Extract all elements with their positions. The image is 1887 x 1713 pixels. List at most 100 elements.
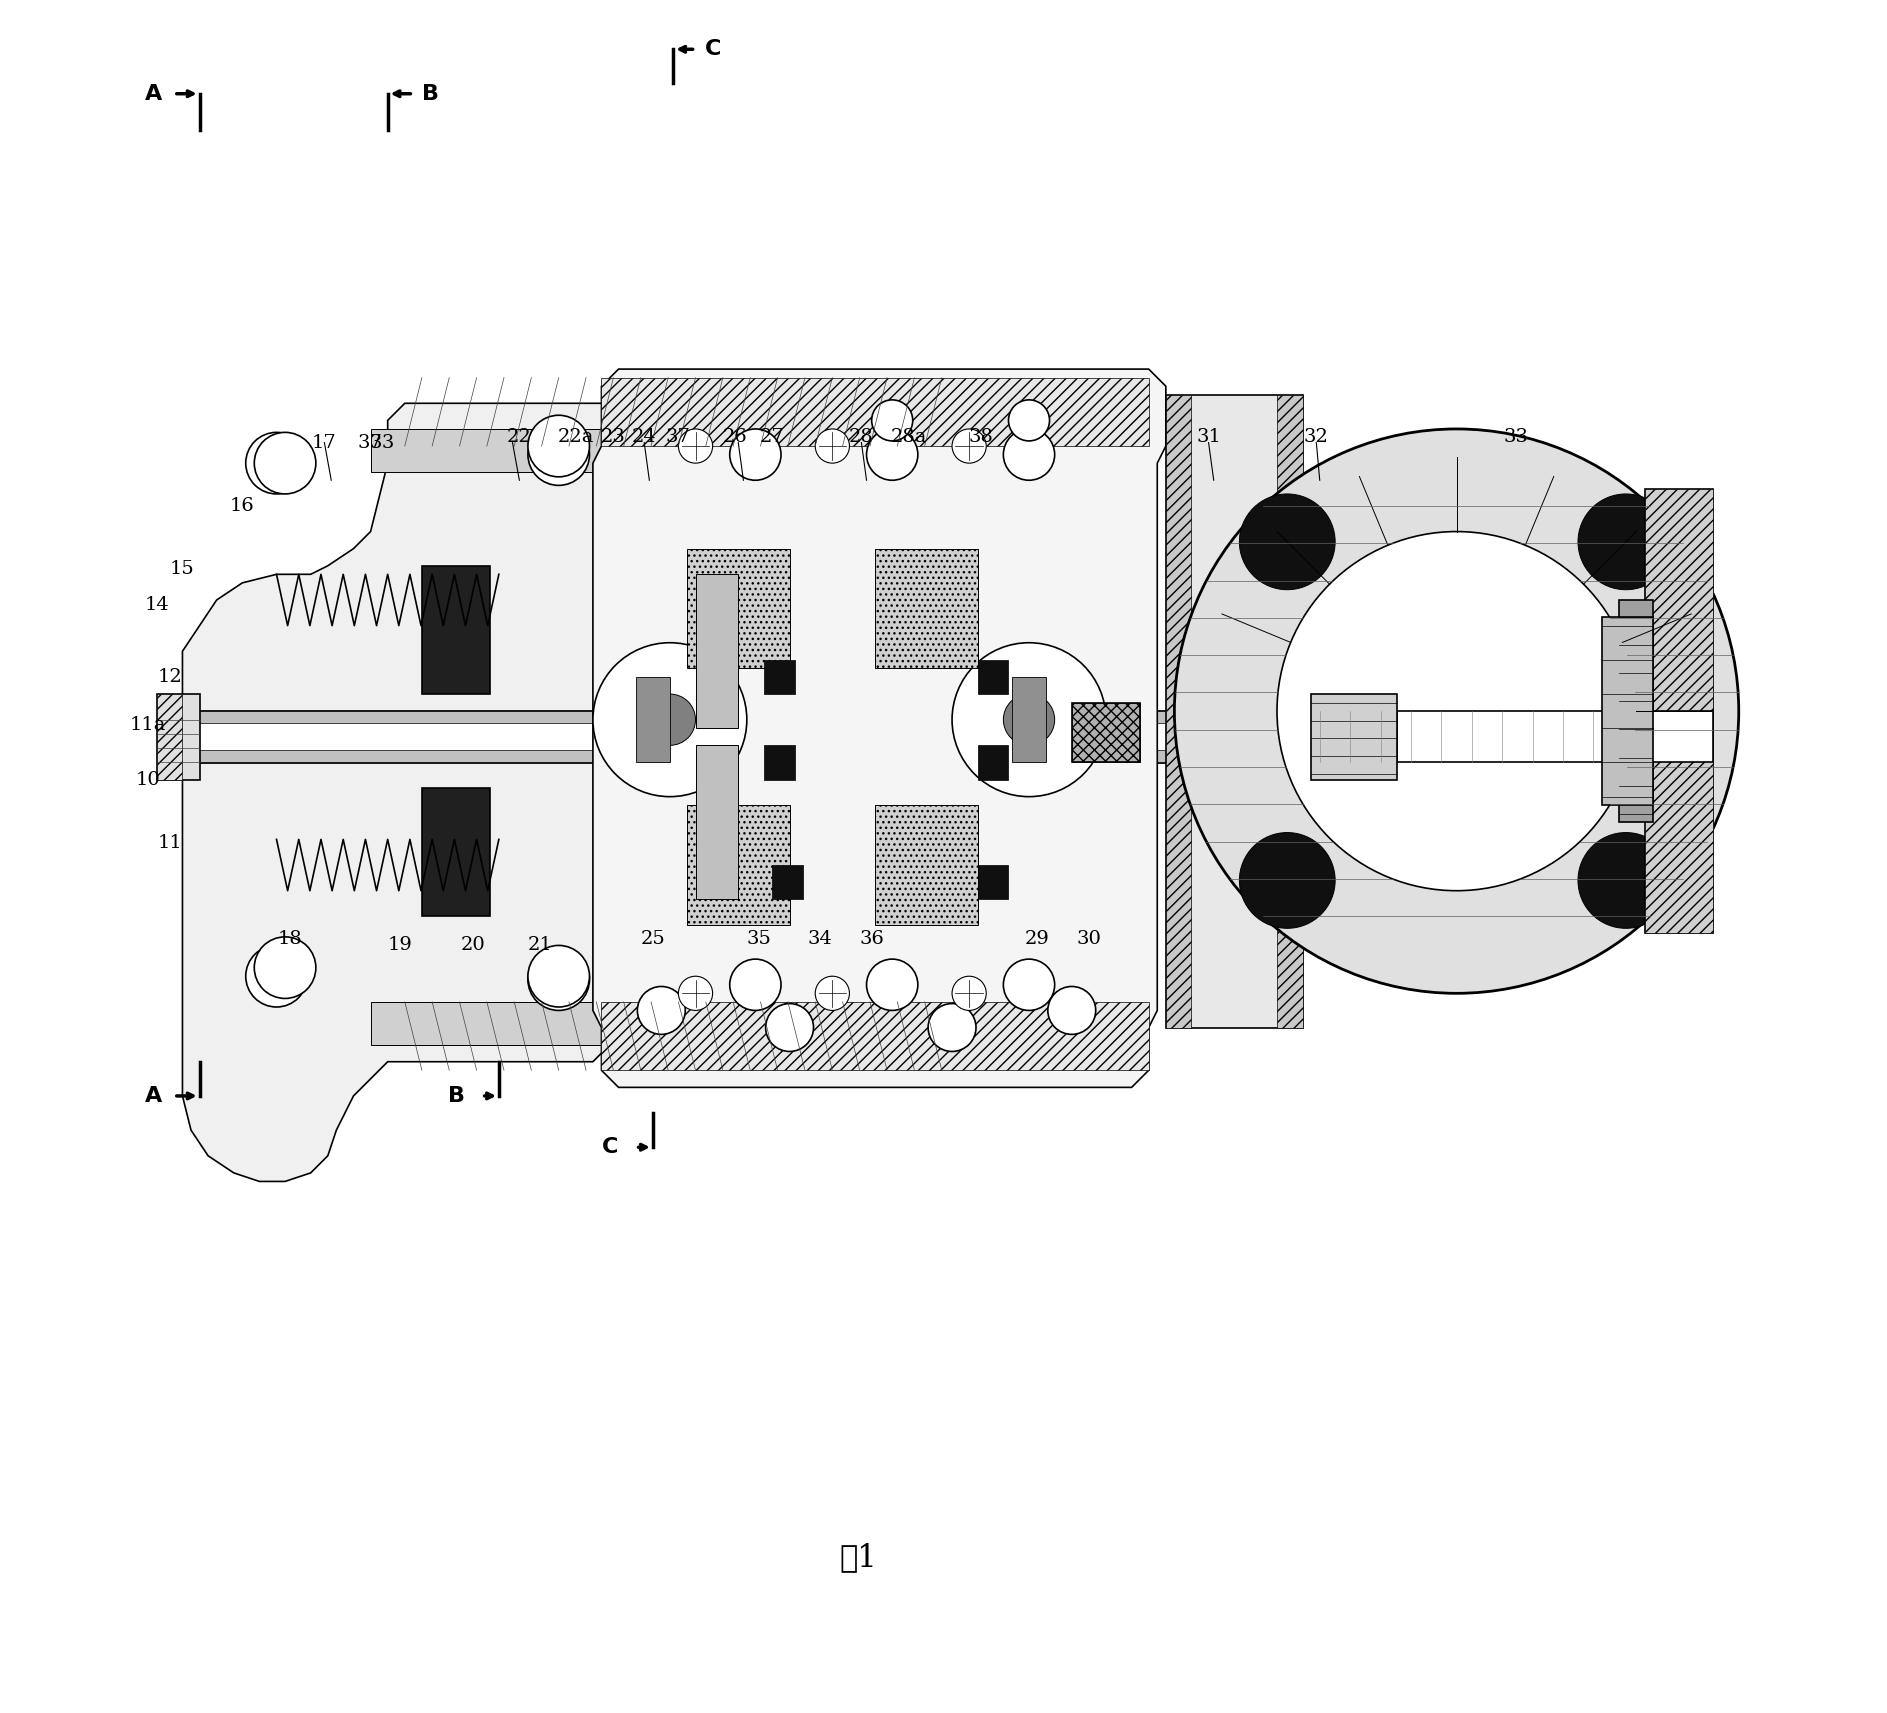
Bar [1072, 702, 1140, 762]
Text: 19: 19 [387, 937, 411, 954]
Bar [1072, 702, 1140, 762]
Text: 29: 29 [1025, 930, 1049, 947]
Circle shape [1578, 833, 1674, 928]
Circle shape [730, 428, 781, 480]
Bar [876, 548, 977, 668]
Text: 12: 12 [159, 668, 183, 685]
Circle shape [872, 399, 913, 440]
Bar [1396, 711, 1713, 762]
Text: 11: 11 [159, 834, 183, 851]
Circle shape [866, 959, 917, 1011]
Bar [166, 711, 1396, 762]
Text: 34: 34 [808, 930, 832, 947]
Text: B: B [423, 84, 440, 104]
Bar [166, 711, 1396, 723]
Circle shape [679, 976, 713, 1011]
Text: 11a: 11a [130, 716, 166, 733]
Circle shape [1047, 987, 1096, 1035]
Bar [1602, 617, 1653, 805]
Bar [1311, 694, 1396, 779]
Circle shape [638, 987, 685, 1035]
Circle shape [1004, 694, 1055, 745]
Circle shape [730, 959, 781, 1011]
Text: C: C [704, 39, 721, 60]
Text: 18: 18 [277, 930, 302, 947]
Text: A: A [145, 1086, 162, 1107]
Polygon shape [183, 403, 626, 1182]
Circle shape [866, 428, 917, 480]
Text: 3: 3 [370, 433, 381, 452]
Text: 31: 31 [1196, 428, 1221, 447]
Text: 36: 36 [859, 930, 885, 947]
Text: B: B [447, 1086, 464, 1107]
Circle shape [679, 428, 713, 463]
Bar [423, 565, 491, 694]
Text: 图1: 图1 [840, 1542, 877, 1573]
Bar [106, 104, 1747, 1574]
Text: 38: 38 [968, 428, 994, 447]
Circle shape [528, 949, 589, 1011]
Circle shape [528, 415, 589, 476]
Circle shape [255, 432, 315, 493]
Text: 22a: 22a [559, 428, 594, 447]
Text: 33: 33 [1504, 428, 1528, 447]
Bar [1011, 677, 1045, 762]
Polygon shape [593, 368, 1166, 1088]
Bar [602, 377, 1149, 445]
Text: 20: 20 [460, 937, 485, 954]
Bar [636, 677, 670, 762]
Bar [423, 788, 491, 916]
Bar [687, 805, 789, 925]
Circle shape [815, 976, 849, 1011]
Circle shape [643, 694, 696, 745]
Text: 30: 30 [1076, 930, 1102, 947]
Circle shape [953, 976, 987, 1011]
Bar [977, 865, 1008, 899]
Text: 15: 15 [170, 560, 194, 579]
Circle shape [593, 642, 747, 797]
Text: 25: 25 [640, 930, 664, 947]
Bar [1645, 488, 1713, 934]
Text: 32: 32 [1304, 428, 1328, 447]
Text: 28a: 28a [891, 428, 928, 447]
Circle shape [528, 423, 589, 485]
Bar [1166, 394, 1302, 1028]
Circle shape [766, 1004, 813, 1052]
Text: A: A [145, 84, 162, 104]
Text: 16: 16 [230, 497, 255, 516]
Circle shape [255, 937, 315, 999]
Text: 10: 10 [136, 771, 160, 788]
Bar [764, 745, 794, 779]
Bar [602, 1002, 1149, 1071]
Circle shape [953, 642, 1106, 797]
Text: 14: 14 [145, 596, 170, 613]
Text: 22: 22 [508, 428, 532, 447]
Text: 28: 28 [849, 428, 874, 447]
Bar [876, 805, 977, 925]
Bar [1166, 394, 1191, 1028]
Text: 373: 373 [357, 433, 394, 452]
Text: 35: 35 [747, 930, 772, 947]
Circle shape [953, 428, 987, 463]
Circle shape [928, 1004, 976, 1052]
Text: 21: 21 [528, 937, 553, 954]
Bar [764, 660, 794, 694]
Bar [370, 428, 610, 471]
Circle shape [815, 428, 849, 463]
Text: 37: 37 [666, 428, 691, 447]
Circle shape [245, 946, 308, 1007]
Text: C: C [602, 1137, 619, 1158]
Circle shape [528, 946, 589, 1007]
Bar [1645, 488, 1713, 934]
Bar [370, 1002, 610, 1045]
Bar [157, 694, 200, 779]
Bar [1619, 600, 1653, 822]
Bar [1277, 394, 1302, 1028]
Bar [696, 745, 738, 899]
Text: 24: 24 [632, 428, 657, 447]
Bar [772, 865, 804, 899]
Bar [977, 745, 1008, 779]
Bar [696, 574, 738, 728]
Circle shape [1004, 959, 1055, 1011]
Circle shape [1578, 493, 1674, 589]
